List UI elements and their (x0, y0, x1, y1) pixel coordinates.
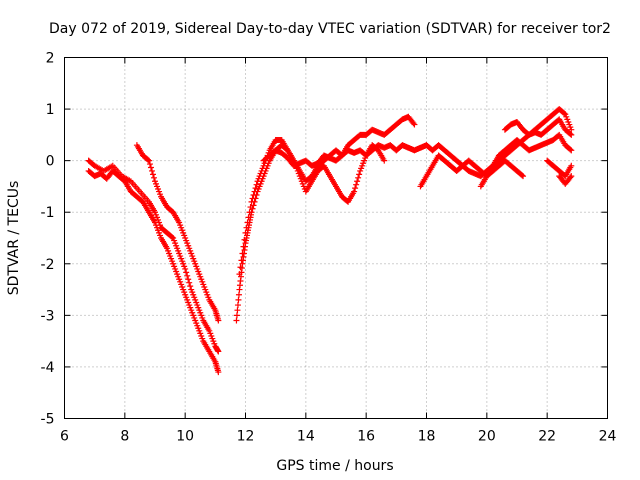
y-tick-label: 2 (46, 51, 55, 67)
data-point (148, 167, 155, 174)
data-point (146, 161, 153, 168)
data-point (235, 291, 242, 298)
data-point (237, 264, 244, 271)
series-track-1 (85, 167, 222, 376)
y-tick-label: 0 (46, 154, 55, 170)
data-point (186, 279, 193, 286)
data-point (411, 121, 418, 128)
x-tick-label: 20 (478, 429, 496, 445)
y-tick-label: -5 (41, 412, 55, 428)
data-point (353, 181, 360, 188)
data-points (85, 106, 575, 376)
data-point (247, 204, 254, 211)
series-track-8 (501, 106, 575, 138)
data-point (169, 234, 176, 241)
data-point (567, 174, 574, 181)
data-point (568, 126, 575, 133)
data-point (567, 146, 574, 153)
data-point (356, 171, 363, 178)
data-point (561, 110, 568, 117)
y-tick-labels: -5 -4 -3 -2 -1 0 1 2 (41, 51, 55, 428)
data-point (242, 229, 249, 236)
data-point (568, 162, 575, 169)
data-point (235, 296, 242, 303)
y-axis-label: SDTVAR / TECUs (6, 181, 22, 296)
x-axis-label: GPS time / hours (276, 458, 393, 474)
data-point (244, 219, 251, 226)
data-point (240, 243, 247, 250)
data-point (241, 236, 248, 243)
data-point (354, 178, 361, 185)
data-point (351, 188, 358, 195)
x-tick-label: 6 (60, 429, 69, 445)
data-point (150, 174, 157, 181)
data-point (182, 265, 189, 272)
data-point (145, 157, 152, 164)
x-tick-label: 12 (237, 429, 255, 445)
y-tick-label: -4 (41, 360, 55, 376)
x-tick-label: 16 (357, 429, 375, 445)
data-point (410, 120, 417, 127)
data-point (215, 369, 222, 376)
data-point (234, 302, 241, 309)
data-point (236, 271, 243, 278)
series-track-11 (556, 173, 575, 187)
data-point (568, 147, 575, 154)
grid-lines (64, 57, 608, 419)
series-track-9 (477, 131, 575, 190)
data-point (185, 276, 192, 283)
data-point (352, 185, 359, 192)
chart-title: Day 072 of 2019, Sidereal Day-to-day VTE… (49, 21, 611, 37)
data-point (234, 307, 241, 314)
y-tick-label: -1 (41, 205, 55, 221)
data-point (520, 173, 527, 180)
data-point (246, 209, 253, 216)
series-track-2 (85, 157, 222, 355)
series-track-5 (236, 137, 388, 278)
data-point (239, 250, 246, 257)
data-point (215, 317, 222, 324)
data-point (149, 171, 156, 178)
data-point (568, 173, 575, 180)
y-tick-label: -2 (41, 257, 55, 273)
x-tick-labels: 6 8 10 12 14 16 18 20 22 24 (60, 429, 616, 445)
data-point (249, 195, 256, 202)
data-point (250, 202, 257, 209)
data-point (250, 192, 257, 199)
x-tick-label: 8 (120, 429, 129, 445)
series-track-10 (544, 157, 575, 180)
data-point (243, 224, 250, 231)
data-point (252, 185, 259, 192)
data-point (184, 272, 191, 279)
x-tick-label: 10 (176, 429, 194, 445)
data-point (215, 348, 222, 355)
y-tick-label: -3 (41, 308, 55, 324)
data-point (381, 157, 388, 164)
data-point (245, 214, 252, 221)
data-point (568, 131, 575, 138)
x-tick-label: 18 (418, 429, 436, 445)
x-tick-label: 22 (538, 429, 556, 445)
x-tick-label: 24 (599, 429, 617, 445)
data-point (233, 312, 240, 319)
data-point (183, 269, 190, 276)
axis-ticks (64, 57, 608, 419)
data-point (253, 181, 260, 188)
data-point (238, 257, 245, 264)
data-point (355, 174, 362, 181)
series-track-3 (133, 142, 222, 324)
data-point (567, 130, 574, 137)
x-tick-label: 14 (297, 429, 315, 445)
data-point (147, 164, 154, 171)
data-point (519, 172, 526, 179)
data-point (248, 198, 255, 205)
y-tick-label: 1 (46, 102, 55, 118)
plot-frame (64, 57, 608, 419)
data-point (251, 188, 258, 195)
data-point (144, 156, 151, 163)
data-point (187, 283, 194, 290)
data-point (233, 317, 240, 324)
